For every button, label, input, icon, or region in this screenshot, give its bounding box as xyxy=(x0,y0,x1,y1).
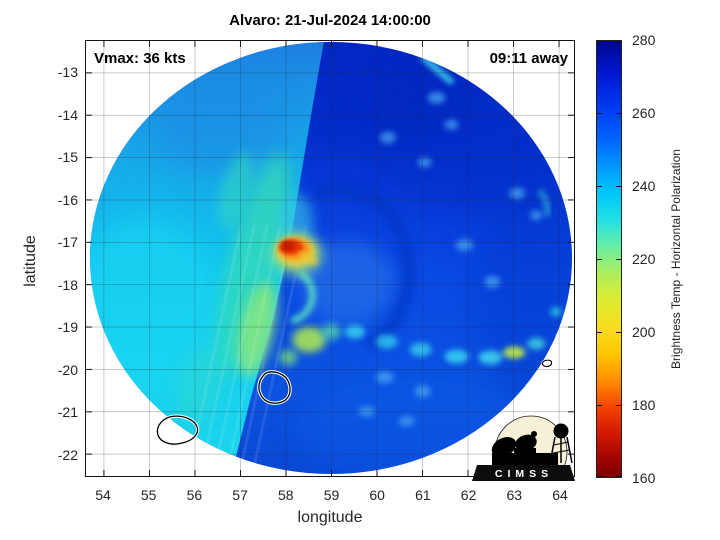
east-edge-cyan-dot xyxy=(550,306,563,317)
y-tick-label: -20 xyxy=(57,361,78,378)
x-tick-label: 54 xyxy=(95,487,111,503)
y-tick-label: -13 xyxy=(57,64,78,80)
colorbar-tick-mark xyxy=(597,259,602,260)
vmax-annotation: Vmax: 36 kts xyxy=(94,50,186,67)
colorbar-tick-label: 160 xyxy=(632,470,656,486)
colorbar-tick-label: 200 xyxy=(632,324,656,340)
axis-tick-marks xyxy=(86,41,574,476)
colorbar-tick-mark xyxy=(597,332,602,333)
island-coastline-outlines xyxy=(155,358,553,446)
colorbar-tick-mark xyxy=(597,186,602,187)
mauritius-outline xyxy=(257,370,292,405)
x-tick-label: 58 xyxy=(278,487,294,503)
x-axis-title: longitude xyxy=(297,509,363,526)
colorbar-tick-mark xyxy=(616,186,621,187)
y-tick-label: -15 xyxy=(57,149,78,166)
colorbar-tick-label: 280 xyxy=(632,32,656,48)
colorbar-tick-mark xyxy=(616,332,621,333)
colorbar-tick-label: 260 xyxy=(632,105,656,121)
x-tick-label: 62 xyxy=(460,487,477,503)
colorbar-tick-mark xyxy=(616,113,621,114)
y-tick-label: -14 xyxy=(57,106,78,123)
satellite-dishes-silhouette xyxy=(491,431,558,465)
x-tick-label: 63 xyxy=(506,487,523,503)
east-swath-cell-blobs xyxy=(358,91,543,427)
y-tick-label: -21 xyxy=(57,404,78,421)
y-tick-label: -22 xyxy=(57,447,78,464)
colorbar-tick-label: 240 xyxy=(632,178,656,194)
southern-rainband-cells xyxy=(344,324,546,365)
microwave-image xyxy=(86,41,574,476)
water-tower-silhouette xyxy=(549,423,573,464)
reunion-outline xyxy=(155,414,200,446)
x-tick-label: 59 xyxy=(323,487,340,503)
rim-cyan-streak xyxy=(420,54,455,86)
y-tick-label: -16 xyxy=(57,191,78,208)
plot-area xyxy=(85,40,575,477)
colorbar-tick-label: 180 xyxy=(632,397,656,413)
rodrigues-outline xyxy=(540,358,553,368)
x-tick-label: 56 xyxy=(186,487,203,503)
overpass-time-annotation: 09:11 away xyxy=(489,50,568,67)
x-tick-label: 64 xyxy=(552,487,568,503)
x-tick-label: 61 xyxy=(415,487,431,503)
colorbar-tick-mark xyxy=(616,476,621,477)
colorbar-tick-mark xyxy=(597,405,602,406)
colorbar-tick-mark xyxy=(616,41,621,42)
east-edge-green-patch xyxy=(536,188,551,218)
colorbar-tick-mark xyxy=(597,41,602,42)
y-tick-label: -19 xyxy=(57,319,78,336)
microwave-swath-disk xyxy=(89,41,573,475)
x-tick-label: 60 xyxy=(369,487,385,503)
colorbar-tick-mark xyxy=(597,113,602,114)
deep-convection-hotspot xyxy=(271,232,324,276)
colorbar-tick-mark xyxy=(597,476,602,477)
y-tick-label: -17 xyxy=(57,234,78,251)
colorbar-tick-label: 220 xyxy=(632,251,656,267)
x-tick-label: 57 xyxy=(232,487,248,503)
logo-text: CIMSS xyxy=(495,468,553,480)
y-tick-label: -18 xyxy=(57,276,78,293)
plot-title: Alvaro: 21-Jul-2024 14:00:00 xyxy=(229,12,431,29)
colorbar-tick-mark xyxy=(616,259,621,260)
logo-banner xyxy=(472,465,575,481)
x-tick-label: 55 xyxy=(140,487,157,503)
cimss-logo: CIMSS xyxy=(472,415,575,481)
colorbar-tick-mark xyxy=(616,405,621,406)
